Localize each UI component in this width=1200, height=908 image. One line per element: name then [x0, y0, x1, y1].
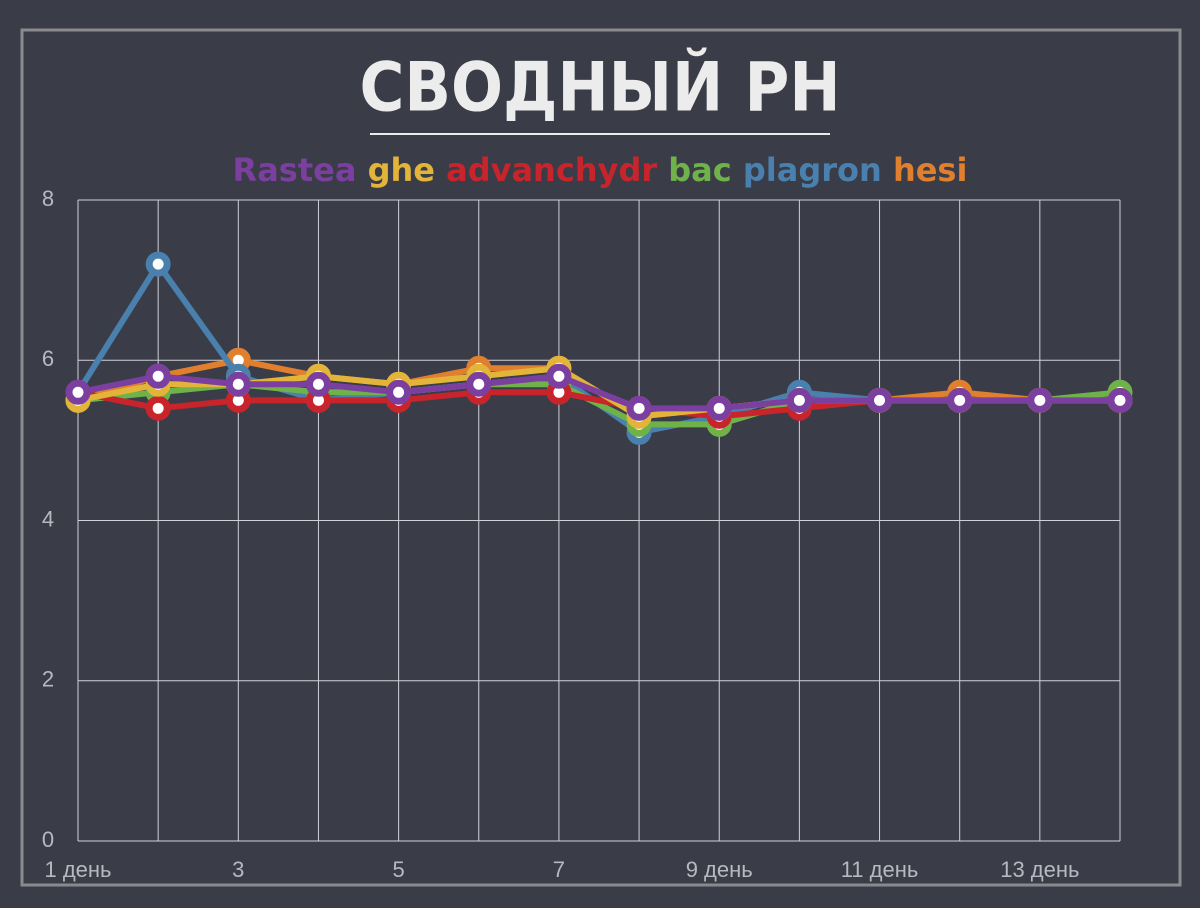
- point: [947, 387, 973, 413]
- y-tick-label: 4: [42, 506, 54, 531]
- series-line: [77, 373, 1120, 412]
- y-tick-label: 8: [42, 186, 54, 211]
- legend-entry: hesi: [893, 151, 968, 189]
- legend-entry: ghe: [368, 151, 435, 189]
- x-tick-label: 11 день: [841, 857, 919, 882]
- legend-entry: advanchydr: [446, 151, 657, 189]
- point: [786, 387, 812, 413]
- x-tick-label: 1 день: [44, 857, 111, 882]
- point: [145, 251, 171, 277]
- point: [466, 371, 492, 397]
- legend-entry: bac: [668, 151, 731, 189]
- y-tick-label: 6: [42, 346, 54, 371]
- x-tick-label: 7: [553, 857, 565, 882]
- point: [1027, 387, 1053, 413]
- point: [546, 363, 572, 389]
- frame: [20, 28, 1182, 887]
- point: [145, 395, 171, 421]
- point: [65, 379, 91, 405]
- y-tick-label: 2: [42, 667, 54, 692]
- legend: Rastea ghe advanchydr bac plagron hesi: [233, 151, 968, 189]
- point: [867, 387, 893, 413]
- point: [386, 379, 412, 405]
- x-tick-label: 13 день: [1000, 857, 1079, 882]
- x-tick-label: 3: [232, 857, 244, 882]
- point: [225, 371, 251, 397]
- legend-entry: plagron: [743, 151, 882, 189]
- point: [706, 395, 732, 421]
- x-tick-label: 5: [392, 857, 404, 882]
- point: [145, 363, 171, 389]
- chart-title: СВОДНЫЙ PH: [359, 48, 840, 128]
- y-tick-label: 0: [42, 827, 54, 852]
- x-tick-label: 9 день: [686, 857, 753, 882]
- point: [626, 395, 652, 421]
- point: [1107, 387, 1133, 413]
- legend-entry: Rastea: [233, 151, 357, 189]
- point: [305, 371, 331, 397]
